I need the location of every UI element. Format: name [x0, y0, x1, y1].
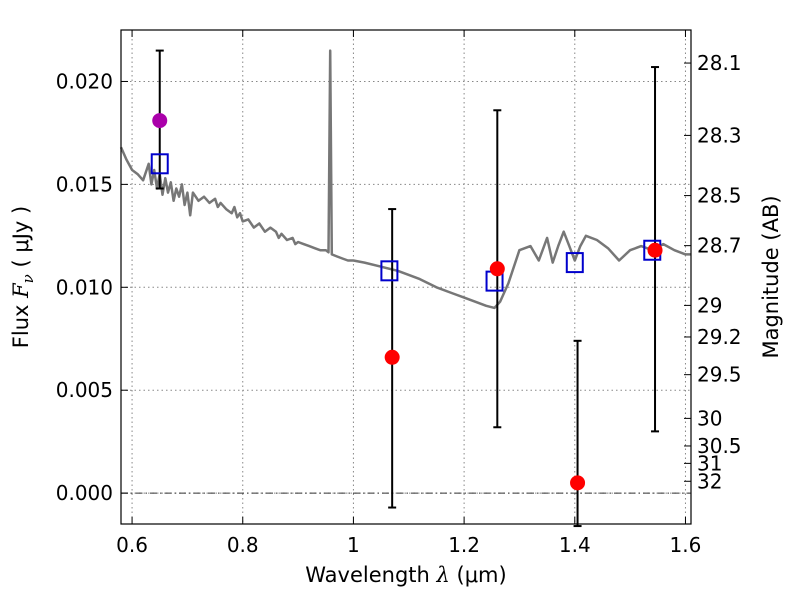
right-tick-label: 28.5 [697, 184, 742, 208]
model-point [380, 260, 399, 282]
y-tick-label: 0.020 [56, 69, 113, 93]
right-axis-label: Magnitude (AB) [759, 195, 783, 358]
plot-frame [120, 29, 692, 525]
y-tick-label: 0.015 [56, 172, 113, 196]
right-tick-label: 32 [697, 469, 722, 493]
right-tick-label: 28.3 [697, 123, 742, 147]
right-tick-label: 29.5 [697, 363, 742, 387]
y-tick-labels: 0.000 0.005 0.010 0.015 0.020 [56, 69, 113, 505]
x-tick-label: 1 [347, 533, 360, 557]
observed-point [647, 242, 663, 258]
y-tick-label: 0.010 [56, 275, 113, 299]
observed-point [384, 349, 400, 365]
x-axis-label: Wavelength λ (μm) [305, 563, 506, 587]
y-axis-label: Flux Fν ( μJy ) [9, 206, 37, 348]
right-tick-label: 28.7 [697, 234, 742, 258]
right-tick-label: 29 [697, 293, 722, 317]
y-tick-label: 0.005 [56, 378, 113, 402]
observed-point [152, 113, 168, 129]
x-tick-label: 1.2 [448, 533, 480, 557]
template-spectrum [119, 49, 691, 310]
model-point [150, 153, 169, 175]
y-tick-label: 0.000 [56, 481, 113, 505]
right-tick-label: 29.2 [697, 325, 742, 349]
x-tick-label: 0.6 [116, 533, 148, 557]
model-point [565, 252, 584, 274]
observed-point [570, 475, 586, 491]
observed-point [489, 261, 505, 277]
right-tick-label: 31 [697, 451, 722, 475]
x-tick-label: 1.4 [559, 533, 591, 557]
spectrum-line [119, 49, 691, 310]
x-tick-labels: 0.6 0.8 1 1.2 1.4 1.6 [116, 533, 701, 557]
right-tick-label: 28.1 [697, 51, 742, 75]
axis-ticks [121, 30, 691, 524]
observed-points [152, 113, 663, 491]
model-points [150, 153, 662, 292]
grid [121, 30, 691, 524]
right-tick-label: 30.5 [697, 434, 742, 458]
x-tick-label: 1.6 [670, 533, 702, 557]
right-tick-label: 30 [697, 406, 722, 430]
x-tick-label: 0.8 [227, 533, 259, 557]
